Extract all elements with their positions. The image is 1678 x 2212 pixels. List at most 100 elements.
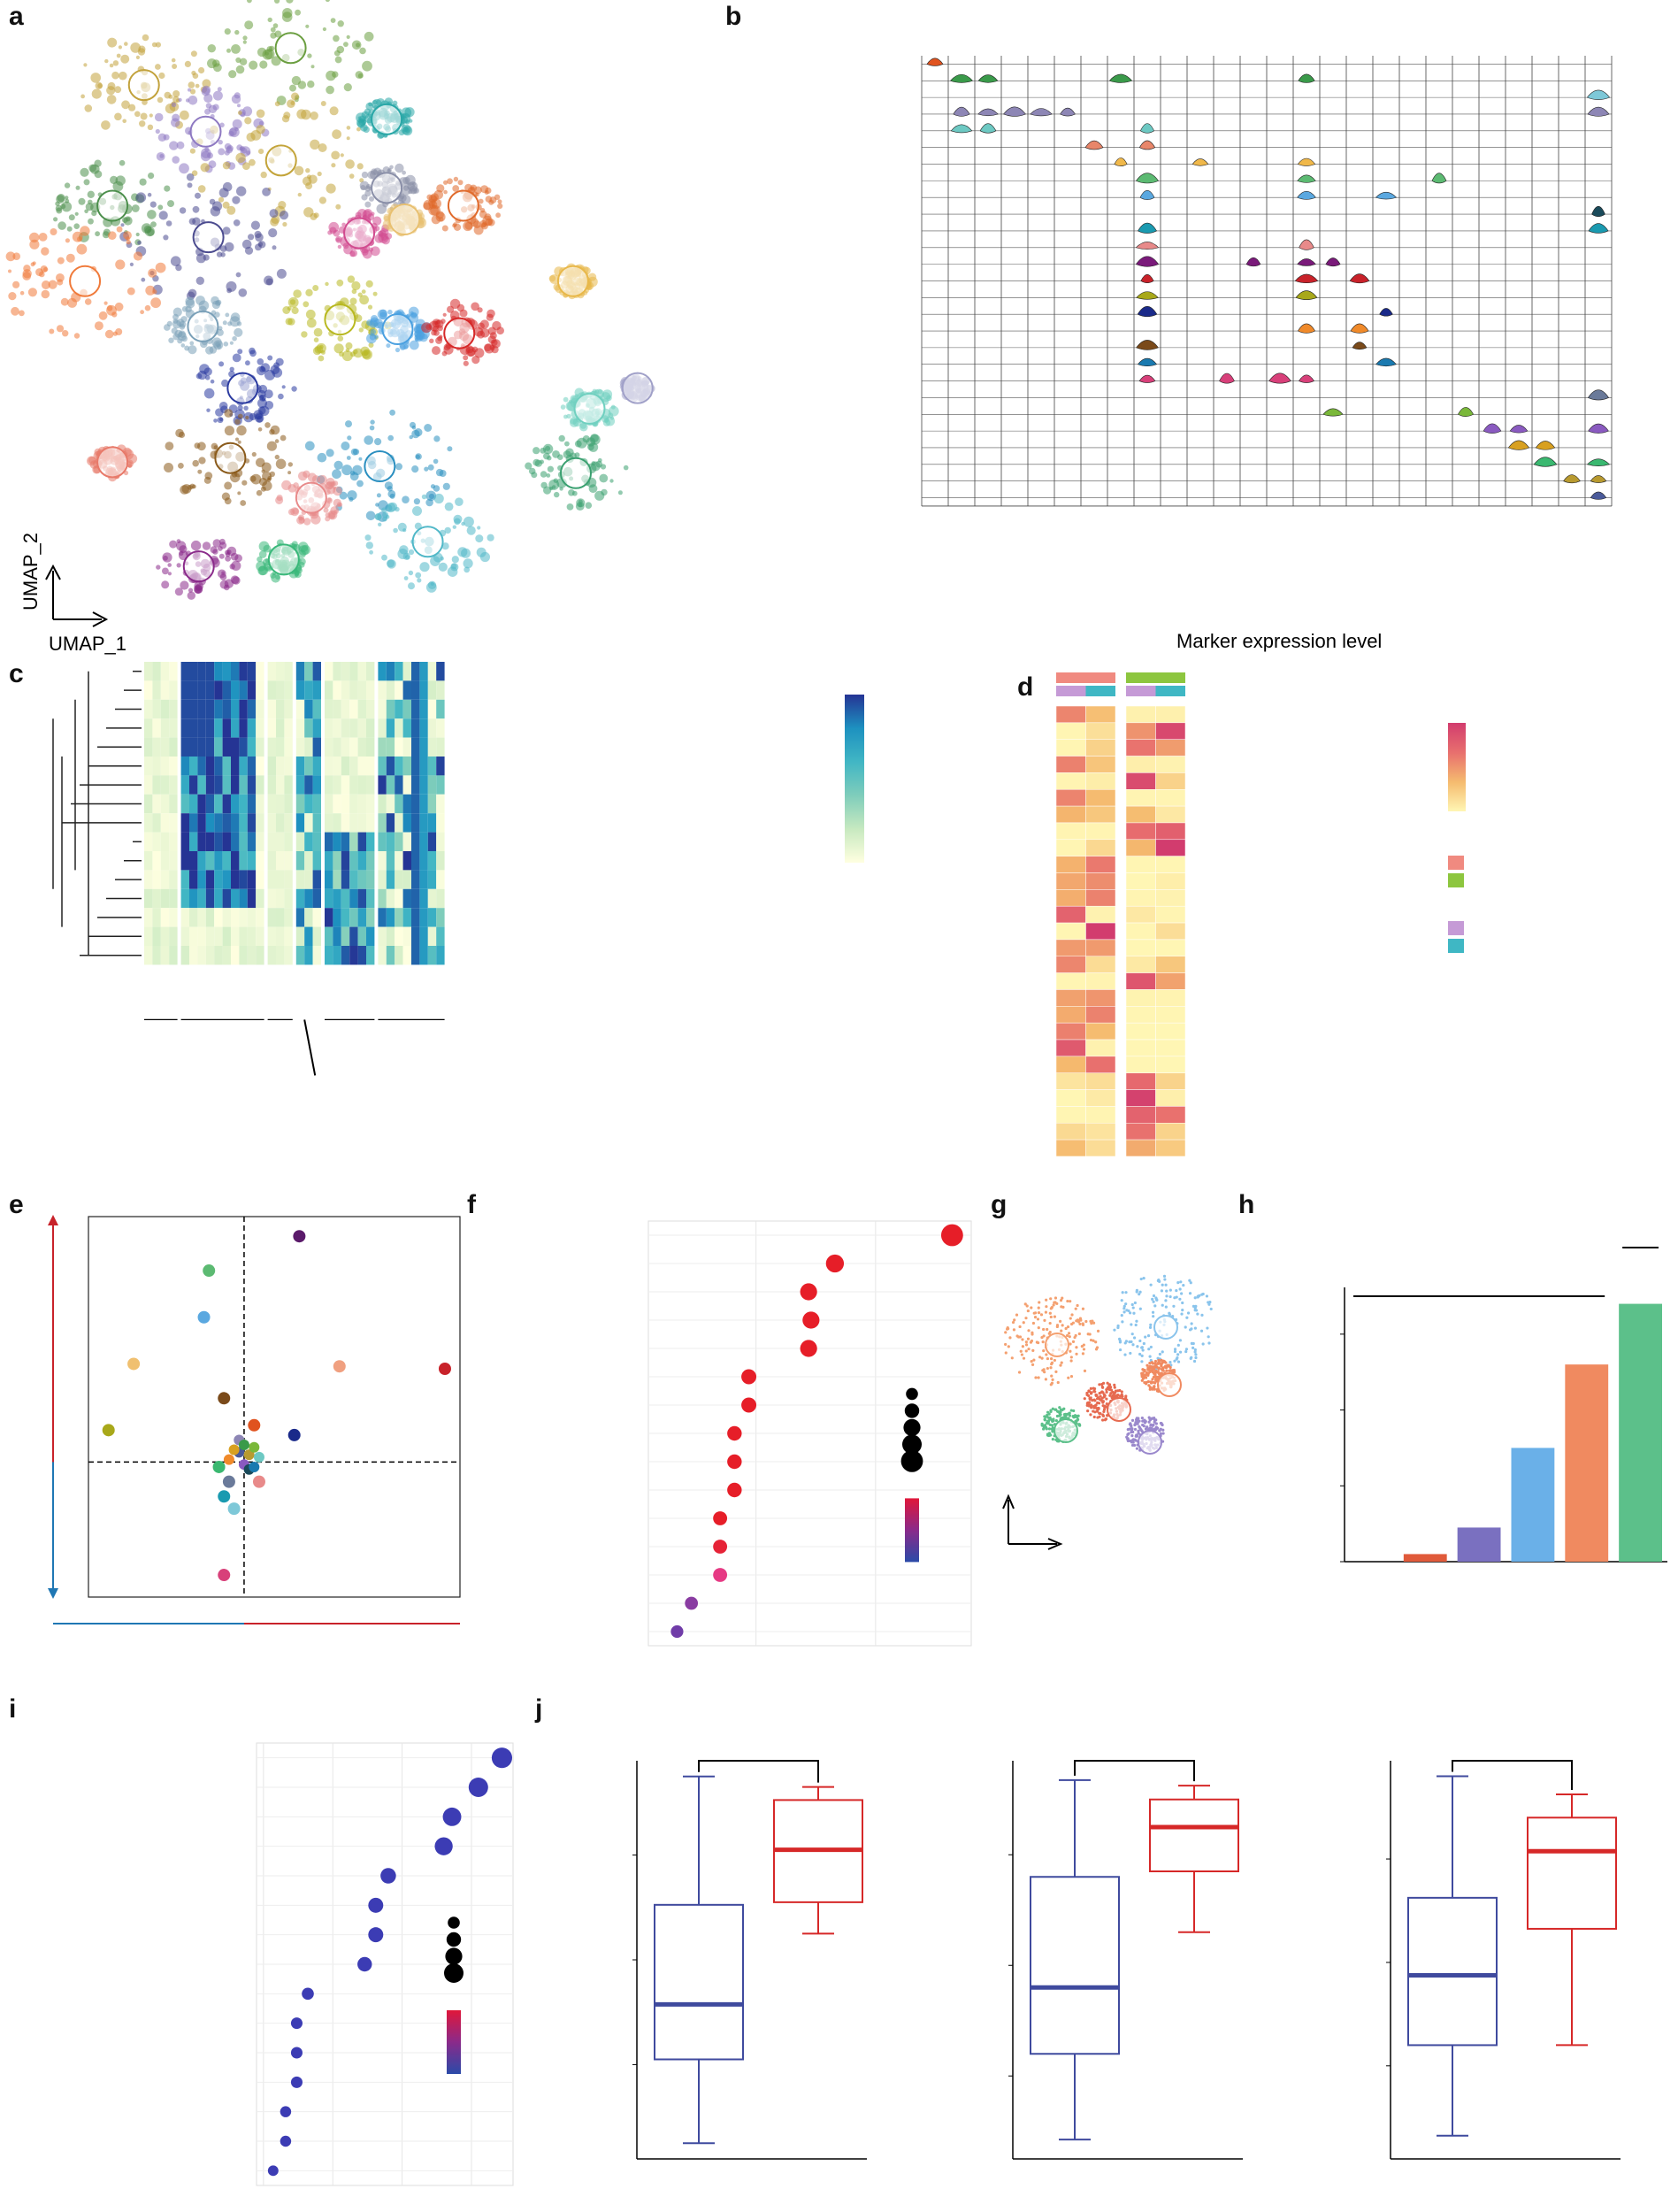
heatmap-cell	[256, 662, 264, 681]
umap-point	[212, 90, 223, 101]
umap-point	[187, 182, 193, 188]
roe-cell	[1155, 939, 1186, 956]
violin-shape	[1294, 273, 1319, 284]
heatmap-cell	[284, 794, 293, 814]
heatmap-cell	[366, 946, 375, 965]
umap-point	[361, 248, 369, 256]
umap-point	[470, 184, 478, 192]
shannon-value-bg	[1355, 1540, 1388, 1558]
heatmap-cell	[436, 757, 445, 776]
roe-cell	[1155, 722, 1186, 740]
heatmap-cell	[256, 832, 264, 851]
heatmap-cell	[160, 832, 170, 851]
umap-label-bubble	[556, 265, 589, 297]
heatmap-cell	[197, 870, 206, 889]
heatmap-cell	[205, 737, 215, 757]
subumap-point	[1042, 1368, 1046, 1371]
subumap-point	[1207, 1335, 1210, 1339]
umap-point	[149, 113, 153, 118]
umap-point	[172, 64, 178, 69]
subumap-point	[1131, 1430, 1135, 1433]
umap-cluster-c03	[207, 0, 374, 105]
roe-cell	[1055, 905, 1086, 924]
subumap-point	[1152, 1300, 1155, 1303]
heatmap-cell	[267, 813, 276, 833]
violin-shape	[1431, 173, 1447, 184]
umap-point	[234, 327, 243, 337]
umap-point	[382, 511, 389, 518]
umap-point	[205, 103, 212, 109]
subumap-point	[1184, 1325, 1187, 1329]
subumap-point	[1161, 1303, 1164, 1307]
umap-point	[108, 231, 117, 241]
subumap-point	[1178, 1297, 1182, 1301]
heatmap-cell	[436, 794, 445, 814]
heatmap-cell	[402, 794, 411, 814]
heatmap-cell	[357, 908, 366, 927]
violin-shape	[1533, 457, 1558, 467]
heatmap-cell	[325, 870, 333, 889]
heatmap-cell	[160, 888, 170, 909]
subumap-point	[1097, 1402, 1101, 1405]
box-body	[1149, 1798, 1239, 1872]
heatmap-cell	[304, 946, 313, 965]
heatmap-cell	[276, 908, 285, 927]
umap-point	[210, 379, 215, 384]
heatmap-cell	[386, 813, 395, 833]
heatmap-cell	[189, 662, 198, 681]
subumap-point	[1068, 1411, 1071, 1415]
umap-point	[101, 120, 111, 130]
heatmap-cell	[214, 794, 223, 814]
subumap-point	[1088, 1401, 1092, 1404]
umap-point	[367, 304, 373, 310]
subumap-point	[1135, 1290, 1138, 1294]
heatmap-cell	[349, 851, 358, 871]
subumap-point	[1165, 1369, 1168, 1372]
violin-shape	[1590, 475, 1607, 483]
kegg-dot	[468, 1778, 488, 1797]
umap-point	[389, 493, 395, 499]
umap-point	[316, 342, 326, 354]
subumap-bubble	[1054, 1418, 1078, 1443]
heatmap-cell	[239, 851, 248, 871]
heatmap-cell	[341, 813, 350, 833]
heatmap-cell	[152, 832, 161, 851]
subumap-point	[1044, 1378, 1047, 1381]
heatmap-cell	[231, 888, 240, 909]
heatmap-cell	[304, 870, 313, 889]
umap-point	[466, 526, 476, 535]
umap-point	[330, 18, 336, 23]
umap-point	[370, 419, 375, 425]
subumap-axes	[1002, 1494, 1063, 1550]
subumap-point	[1092, 1386, 1095, 1390]
umap-point	[168, 337, 174, 343]
kegg-dot	[442, 1807, 462, 1826]
heatmap-cell	[386, 794, 395, 814]
umap-point	[332, 469, 341, 480]
umap-point	[352, 465, 363, 475]
subumap-point	[1125, 1309, 1129, 1312]
umap-point	[11, 306, 19, 316]
heatmap-cell	[256, 680, 264, 700]
subumap-point	[1012, 1328, 1016, 1332]
umap-point	[261, 462, 272, 472]
subumap-point	[1180, 1292, 1184, 1295]
heatmap-cell	[197, 832, 206, 851]
heatmap-cell	[276, 888, 285, 909]
subumap-point	[1077, 1423, 1081, 1426]
umap-point	[150, 297, 162, 309]
subumap-point	[1059, 1299, 1063, 1302]
heatmap-cell	[386, 851, 395, 871]
umap-point	[128, 104, 136, 111]
umap-point	[305, 24, 310, 28]
subumap-point	[1071, 1415, 1075, 1418]
heatmap-cell	[402, 737, 411, 757]
heatmap-legend-bar	[845, 695, 864, 863]
heatmap-cell	[341, 926, 350, 946]
padj-legend-bar	[447, 2010, 461, 2074]
umap-point	[310, 111, 318, 120]
umap-point	[232, 335, 237, 342]
subumap-point	[1152, 1423, 1155, 1427]
umap-point	[574, 452, 580, 458]
roe-cell	[1125, 939, 1156, 956]
